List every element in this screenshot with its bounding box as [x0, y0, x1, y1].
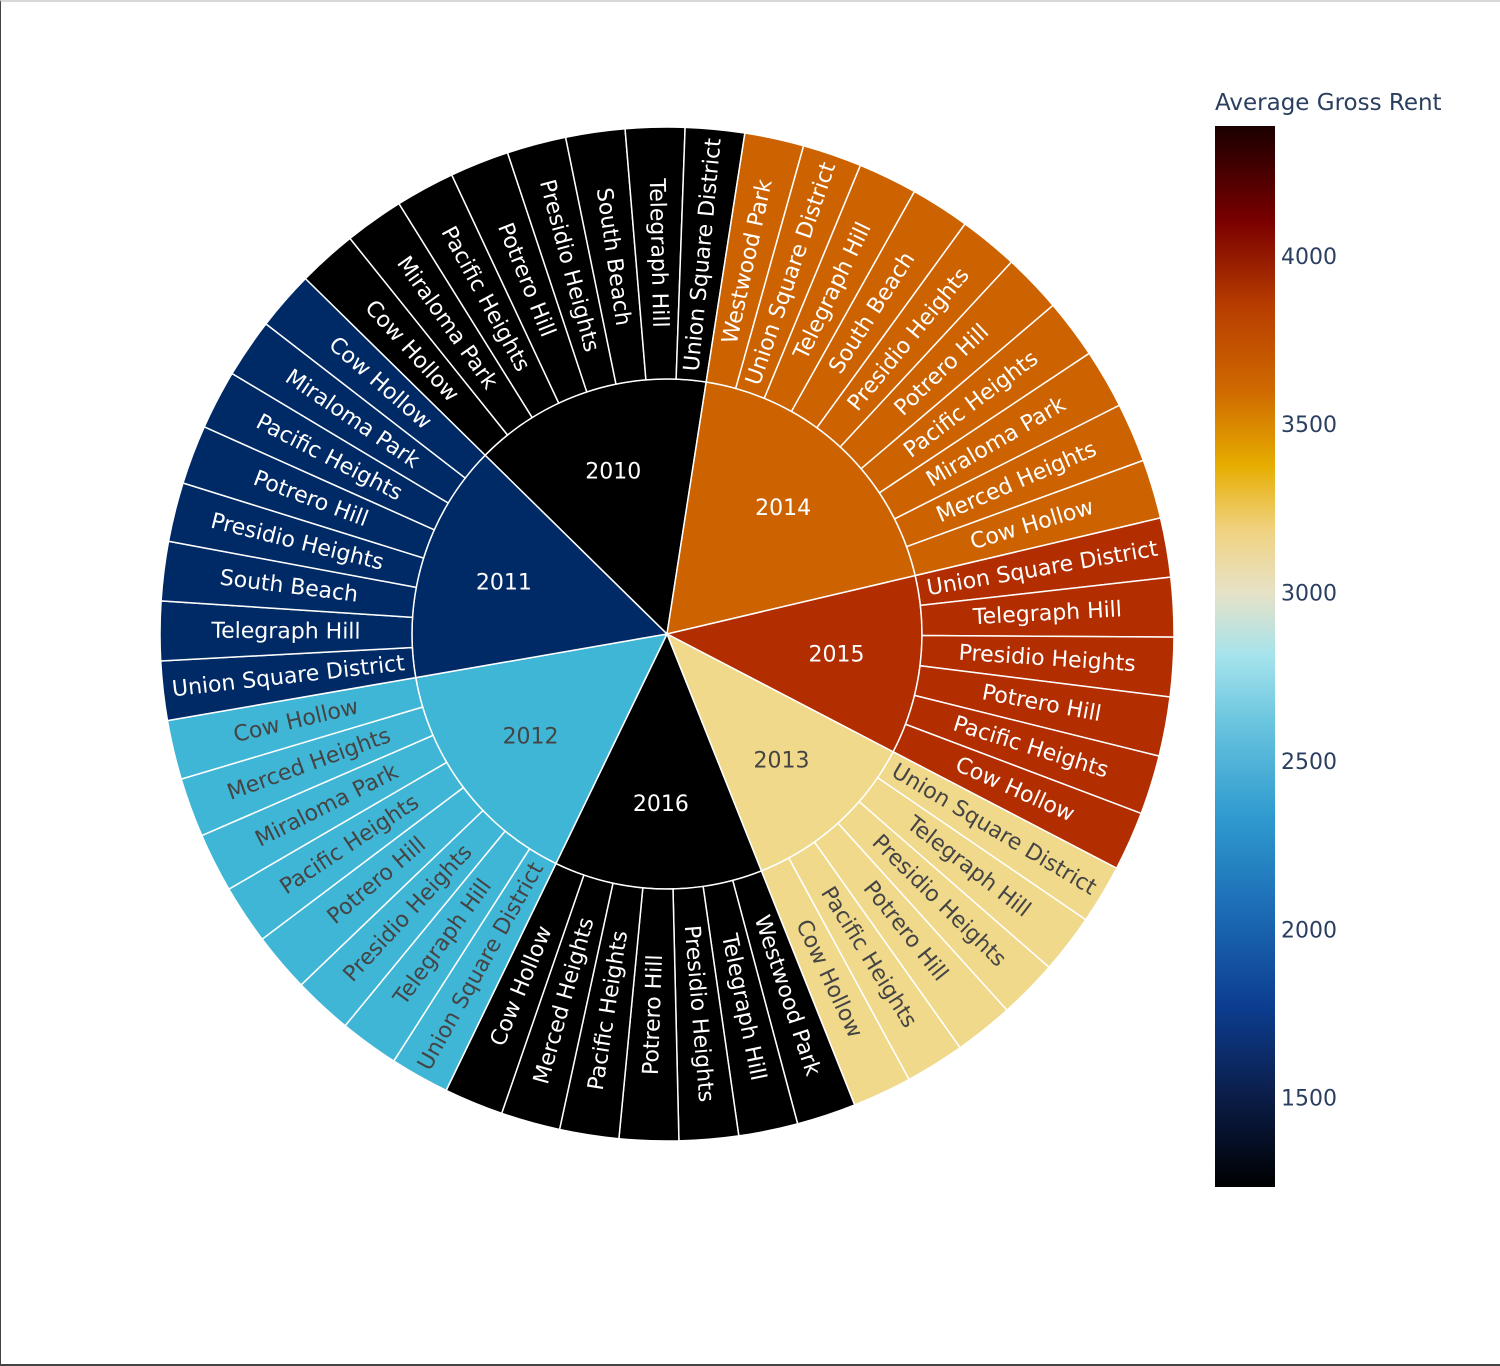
colorbar-tick-4000: 4000 — [1281, 245, 1337, 270]
colorbar-tick-2500: 2500 — [1281, 750, 1337, 775]
colorbar-gradient — [1215, 126, 1275, 1187]
year-label-2012: 2012 — [503, 724, 559, 749]
colorbar-tick-2000: 2000 — [1281, 918, 1337, 943]
colorbar-tick-3000: 3000 — [1281, 582, 1337, 607]
label-2010-telegraph-hill: Telegraph Hill — [644, 177, 673, 328]
colorbar-tick-1500: 1500 — [1281, 1087, 1337, 1112]
colorbar-tick-3500: 3500 — [1281, 413, 1337, 438]
label-2016-potrero-hill: Potrero Hill — [639, 954, 668, 1075]
colorbar: Average Gross Rent 1500 2000 2500 3000 3500 4… — [1215, 90, 1442, 1187]
year-label-2010: 2010 — [585, 459, 641, 484]
colorbar-title: Average Gross Rent — [1215, 90, 1442, 116]
year-label-2014: 2014 — [755, 496, 811, 521]
year-label-2013: 2013 — [754, 748, 810, 773]
label-2011-telegraph-hill: Telegraph Hill — [210, 619, 360, 645]
year-label-2011: 2011 — [476, 571, 532, 596]
colorbar-ticks: 1500 2000 2500 3000 3500 4000 — [1281, 245, 1337, 1112]
year-label-2016: 2016 — [633, 792, 689, 817]
sector-2011-cow-hollow[interactable] — [264, 277, 487, 480]
year-label-2015: 2015 — [809, 643, 865, 668]
